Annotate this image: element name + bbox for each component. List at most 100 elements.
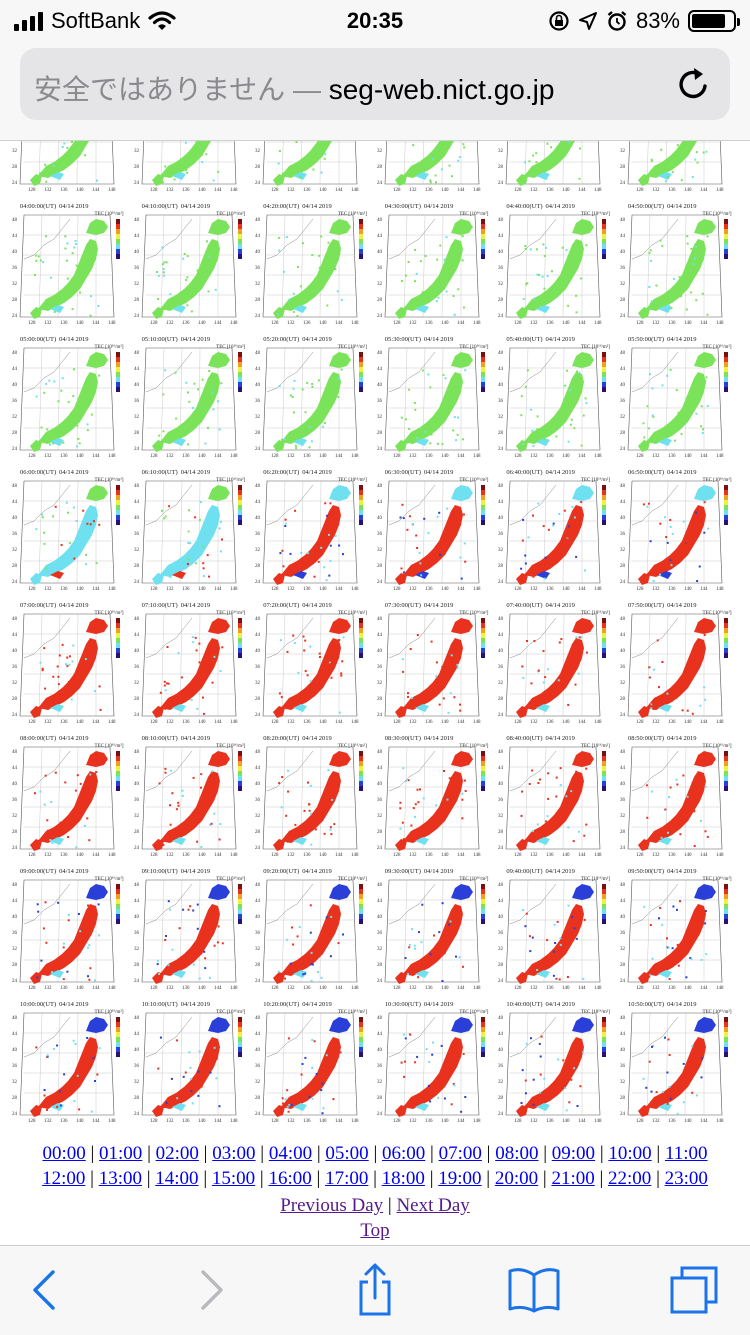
hour-link[interactable]: 04:00 [268, 1143, 313, 1164]
tec-map-image[interactable]: 48 44 40 36 32 28 24 128 132 136 140 144 148 06:30:00… [375, 465, 497, 593]
lat-label: 32 [255, 548, 261, 553]
forward-button[interactable] [184, 1262, 240, 1318]
lat-label: 32 [134, 149, 140, 154]
hour-link[interactable]: 08:00 [495, 1143, 539, 1164]
lon-label: 132 [530, 1119, 538, 1124]
hour-link[interactable]: 22:00 [608, 1168, 652, 1189]
map-time: 05:20:00(UT) [263, 336, 300, 343]
tec-map-image[interactable]: 4844403632282412813213614014414804:20:00… [618, 141, 740, 194]
tec-map-image[interactable]: 4844403632282412813213614014414803:40:00… [132, 141, 254, 194]
tec-map-image[interactable]: 48 44 40 36 32 28 24 128 132 136 140 144 148 07:10:00… [132, 598, 254, 726]
tec-map-image[interactable]: 48 44 40 36 32 28 24 128 132 136 140 144 148 08:10:00… [132, 731, 254, 859]
tec-map-image[interactable]: 48 44 40 36 32 28 24 128 132 136 140 144 148 10:10:00… [132, 997, 254, 1125]
tec-map-image[interactable]: 48 44 40 36 32 28 24 128 132 136 140 144 148 06:10:00… [132, 465, 254, 593]
tec-map-image[interactable]: 4844403632282412813213614014414803:50:00… [253, 141, 375, 194]
tec-map-image[interactable]: 48 44 40 36 32 28 24 128 132 136 140 144 148 07:50:00… [618, 598, 740, 726]
lon-label: 140 [198, 1119, 206, 1124]
tec-map-image[interactable]: 48 44 40 36 32 28 24 128 132 136 140 144 148 08:50:00… [618, 731, 740, 859]
back-button[interactable] [16, 1262, 72, 1318]
hour-link[interactable]: 18:00 [381, 1168, 425, 1189]
tec-map-image[interactable]: 48 44 40 36 32 28 24 128 132 136 140 144 148 10:40:00… [496, 997, 618, 1125]
address-text[interactable]: 安全ではありません — seg-web.nict.go.jp [34, 68, 554, 108]
hour-link[interactable]: 20:00 [494, 1168, 539, 1189]
hour-link[interactable]: 23:00 [664, 1168, 708, 1189]
tec-map-image[interactable]: 48 44 40 36 32 28 24 128 132 136 140 144 148 06:40:00… [496, 465, 618, 593]
tec-map-image[interactable]: 48 44 40 36 32 28 24 128 132 136 140 144 148 06:00:00… [10, 465, 132, 593]
tec-unit-label: TEC [10¹⁶/m²] [337, 744, 367, 749]
tec-map-image[interactable]: 48 44 40 36 32 28 24 128 132 136 140 144 148 10:50:00… [618, 997, 740, 1125]
hour-link[interactable]: 05:00 [325, 1143, 369, 1164]
lat-label: 32 [498, 814, 504, 819]
tec-map-image[interactable]: 48 44 40 36 32 28 24 128 132 136 140 144 148 04:30:00… [375, 199, 497, 327]
tec-map-image[interactable]: 48 44 40 36 32 28 24 128 132 136 140 144 148 07:20:00… [253, 598, 375, 726]
tec-map-image[interactable]: 4844403632282412813213614014414803:30:00… [10, 141, 132, 194]
lat-label: 48 [134, 750, 140, 755]
hour-link[interactable]: 21:00 [551, 1168, 595, 1189]
tec-map-image[interactable]: 48 44 40 36 32 28 24 128 132 136 140 144 148 05:10:00… [132, 332, 254, 460]
hour-link[interactable]: 14:00 [155, 1168, 199, 1189]
hour-link[interactable]: 17:00 [325, 1168, 369, 1189]
tec-map-image[interactable]: 48 44 40 36 32 28 24 128 132 136 140 144 148 08:20:00… [253, 731, 375, 859]
tec-map-image[interactable]: 48 44 40 36 32 28 24 128 132 136 140 144 148 09:20:00… [253, 864, 375, 992]
previous-day-link[interactable]: Previous Day [280, 1195, 384, 1216]
hour-link[interactable]: 15:00 [211, 1168, 256, 1189]
next-day-link[interactable]: Next Day [396, 1195, 470, 1216]
tec-map-image[interactable]: 48 44 40 36 32 28 24 128 132 136 140 144 148 09:40:00… [496, 864, 618, 992]
lon-label: 148 [230, 587, 238, 592]
tec-map-image[interactable]: 48 44 40 36 32 28 24 128 132 136 140 144 148 10:00:00… [10, 997, 132, 1125]
tec-map-image[interactable]: 48 44 40 36 32 28 24 128 132 136 140 144 148 06:50:00… [618, 465, 740, 593]
hour-link[interactable]: 09:00 [551, 1143, 596, 1164]
map-date: 04/14 2019 [59, 868, 89, 875]
hour-link[interactable]: 10:00 [608, 1143, 652, 1164]
tec-map-image[interactable]: 48 44 40 36 32 28 24 128 132 136 140 144 148 08:40:00… [496, 731, 618, 859]
hour-link[interactable]: 11:00 [664, 1143, 708, 1164]
tec-map-image[interactable]: 48 44 40 36 32 28 24 128 132 136 140 144 148 04:50:00… [618, 199, 740, 327]
map-timestamp: 07:30:00(UT) 04/14 2019 [385, 602, 454, 609]
lat-label: 40 [377, 516, 383, 521]
tec-map-image[interactable]: 48 44 40 36 32 28 24 128 132 136 140 144 148 09:50:00… [618, 864, 740, 992]
lat-label: 36 [12, 931, 18, 936]
hour-link[interactable]: 16:00 [268, 1168, 312, 1189]
hour-link[interactable]: 00:00 [42, 1143, 86, 1164]
lat-label: 36 [620, 532, 626, 537]
address-bar[interactable]: 安全ではありません — seg-web.nict.go.jp [20, 48, 730, 120]
tec-map-image[interactable]: 48 44 40 36 32 28 24 128 132 136 140 144 148 10:20:00… [253, 997, 375, 1125]
tec-map-image[interactable]: 48 44 40 36 32 28 24 128 132 136 140 144 148 07:00:00… [10, 598, 132, 726]
hour-link[interactable]: 19:00 [438, 1168, 482, 1189]
tec-map-image[interactable]: 4844403632282412813213614014414804:00:00… [375, 141, 497, 194]
tec-map-image[interactable]: 48 44 40 36 32 28 24 128 132 136 140 144 148 09:30:00… [375, 864, 497, 992]
tec-map-image[interactable]: 48 44 40 36 32 28 24 128 132 136 140 144 148 09:10:00… [132, 864, 254, 992]
tec-map-image[interactable]: 48 44 40 36 32 28 24 128 132 136 140 144 148 05:40:00… [496, 332, 618, 460]
hour-link[interactable]: 01:00 [99, 1143, 143, 1164]
tec-map-image[interactable]: 48 44 40 36 32 28 24 128 132 136 140 144 148 05:50:00… [618, 332, 740, 460]
tec-map-image[interactable]: 4844403632282412813213614014414804:10:00… [496, 141, 618, 194]
hour-link[interactable]: 12:00 [42, 1168, 86, 1189]
tec-map-image[interactable]: 48 44 40 36 32 28 24 128 132 136 140 144 148 07:40:00… [496, 598, 618, 726]
lat-label: 32 [498, 681, 504, 686]
hour-link[interactable]: 02:00 [155, 1143, 199, 1164]
tec-map-image[interactable]: 48 44 40 36 32 28 24 128 132 136 140 144 148 08:00:00… [10, 731, 132, 859]
map-time: 04:40:00(UT) [506, 203, 543, 210]
tec-map-image[interactable]: 48 44 40 36 32 28 24 128 132 136 140 144 148 10:30:00… [375, 997, 497, 1125]
bookmarks-button[interactable] [506, 1262, 562, 1318]
hour-link[interactable]: 07:00 [438, 1143, 482, 1164]
tec-map-image[interactable]: 48 44 40 36 32 28 24 128 132 136 140 144 148 09:00:00… [10, 864, 132, 992]
tec-map-image[interactable]: 48 44 40 36 32 28 24 128 132 136 140 144 148 07:30:00… [375, 598, 497, 726]
share-button[interactable] [347, 1262, 403, 1318]
tec-map-image[interactable]: 48 44 40 36 32 28 24 128 132 136 140 144 148 04:40:00… [496, 199, 618, 327]
tec-map-image[interactable]: 48 44 40 36 32 28 24 128 132 136 140 144 148 08:30:00… [375, 731, 497, 859]
hour-link[interactable]: 06:00 [382, 1143, 426, 1164]
top-link[interactable]: Top [360, 1220, 390, 1241]
hour-link[interactable]: 13:00 [98, 1168, 142, 1189]
tec-map-image[interactable]: 48 44 40 36 32 28 24 128 132 136 140 144 148 05:30:00… [375, 332, 497, 460]
tec-map-image[interactable]: 48 44 40 36 32 28 24 128 132 136 140 144 148 05:00:00… [10, 332, 132, 460]
tabs-button[interactable] [666, 1262, 722, 1318]
reload-icon[interactable] [672, 62, 716, 106]
hour-separator: | [538, 1143, 552, 1164]
hour-link[interactable]: 03:00 [212, 1143, 256, 1164]
tec-map-image[interactable]: 48 44 40 36 32 28 24 128 132 136 140 144 148 06:20:00… [253, 465, 375, 593]
tec-map-image[interactable]: 48 44 40 36 32 28 24 128 132 136 140 144 148 05:20:00… [253, 332, 375, 460]
